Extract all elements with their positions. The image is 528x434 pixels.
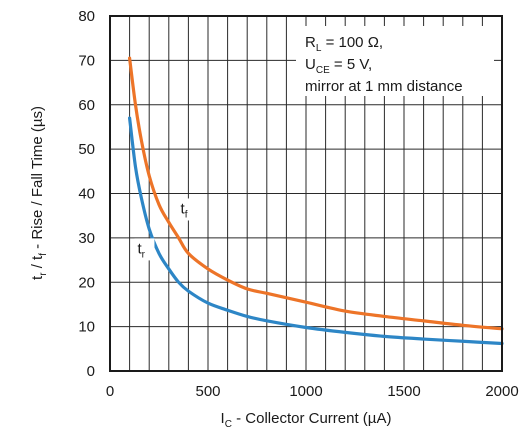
series-label-tf: tf	[181, 200, 188, 220]
x-tick-label: 1500	[387, 383, 420, 400]
y-tick-label: 40	[78, 186, 95, 203]
y-tick-label: 10	[78, 319, 95, 336]
series-label-tr: tr	[137, 240, 145, 260]
series-layer	[128, 56, 504, 346]
series-line-tr	[128, 116, 504, 346]
series-labels: tf tr	[134, 198, 198, 261]
series-label-background	[177, 198, 198, 221]
x-tick-label: 0	[106, 383, 114, 400]
x-tick-label: 500	[195, 383, 220, 400]
y-tick-label: 30	[78, 230, 95, 247]
annotation-box: RL = 100 Ω, UCE = 5 V, mirror at 1 mm di…	[296, 26, 494, 96]
y-tick-label: 80	[78, 8, 95, 25]
annotation-line-1: RL = 100 Ω,	[305, 34, 383, 54]
y-tick-label: 70	[78, 52, 95, 69]
y-tick-label: 50	[78, 141, 95, 158]
annotation-background	[296, 26, 494, 96]
y-tick-label: 0	[87, 363, 95, 380]
plot-frame	[109, 15, 503, 372]
y-tick-label: 20	[78, 274, 95, 291]
y-tick-label: 60	[78, 97, 95, 114]
x-axis-label: IC - Collector Current (µA)	[221, 410, 392, 430]
x-tick-label: 2000	[485, 383, 518, 400]
series-line-tf	[128, 56, 504, 331]
tick-labels: 0 500 1000 1500 2000 0 10 20 30 40 50 60 70 80	[78, 8, 518, 400]
x-tick-label: 1000	[289, 383, 322, 400]
annotation-line-3: mirror at 1 mm distance	[305, 78, 463, 95]
annotation-line-2: UCE = 5 V,	[305, 56, 372, 76]
series-label-background	[134, 238, 155, 261]
y-axis-label: tr / tf - Rise / Fall Time (µs)	[29, 106, 49, 280]
